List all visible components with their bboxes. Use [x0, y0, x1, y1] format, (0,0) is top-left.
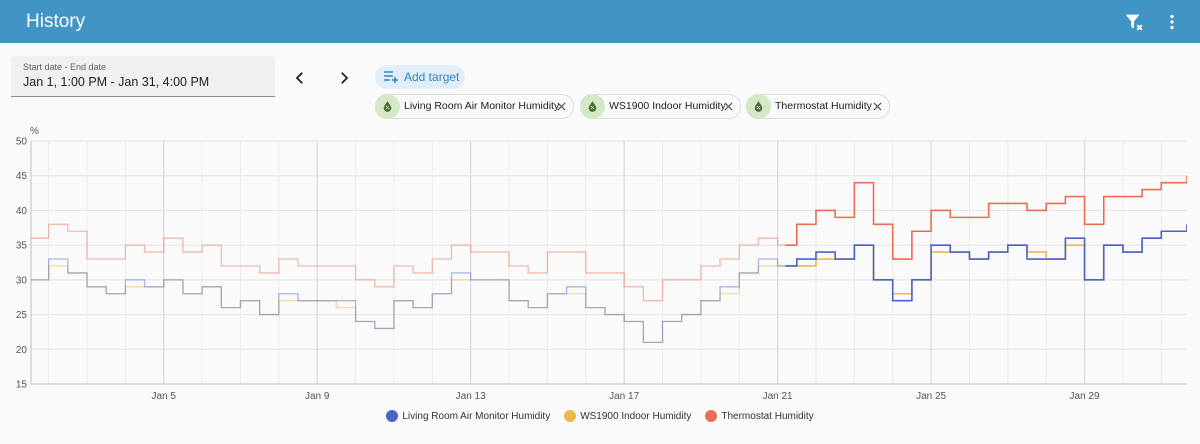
- legend-label: WS1900 Indoor Humidity: [580, 410, 692, 422]
- legend-swatch: [564, 410, 577, 422]
- series-line-living-room-air-monitor-humidity: [785, 224, 1187, 302]
- series-line-thermostat-humidity-faded: [31, 223, 786, 302]
- clear-filter-button[interactable]: [1120, 8, 1148, 36]
- y-tick-label: 15: [16, 380, 28, 391]
- next-period-button[interactable]: [330, 64, 358, 92]
- y-tick-label: 50: [16, 137, 28, 148]
- overflow-menu-button[interactable]: [1158, 8, 1186, 36]
- target-chip-label: WS1900 Indoor Humidity: [609, 100, 726, 112]
- y-tick-label: 20: [16, 345, 28, 356]
- legend-swatch: [386, 410, 399, 422]
- legend-swatch: [705, 410, 718, 422]
- series-line-ws1900-indoor-humidity-faded: [31, 265, 786, 343]
- filter-remove-icon: [1125, 14, 1143, 31]
- close-icon[interactable]: [555, 100, 567, 112]
- target-chip-thermostat[interactable]: Thermostat Humidity: [746, 94, 890, 119]
- page-title: History: [26, 11, 86, 32]
- x-tick-label: Jan 5: [152, 391, 177, 402]
- playlist-add-icon: [384, 71, 398, 83]
- y-tick-label: 35: [16, 241, 28, 252]
- series-line-thermostat-humidity: [785, 175, 1187, 260]
- target-chip-living-room[interactable]: Living Room Air Monitor Humidity: [375, 94, 574, 119]
- target-chip-ws1900[interactable]: WS1900 Indoor Humidity: [580, 94, 741, 119]
- x-tick-label: Jan 21: [763, 391, 793, 402]
- x-tick-label: Jan 9: [305, 391, 330, 402]
- date-range-value: Jan 1, 1:00 PM - Jan 31, 4:00 PM: [23, 75, 210, 89]
- humidity-history-chart[interactable]: 15 20 25 30 35 40 45 50% Jan 5 Jan 9 Jan 13 Jan 17 J…: [0, 120, 1200, 406]
- legend-item-ws1900[interactable]: WS1900 Indoor Humidity: [564, 410, 691, 422]
- previous-period-button[interactable]: [286, 64, 314, 92]
- close-icon[interactable]: [722, 100, 734, 112]
- x-tick-label: Jan 17: [609, 391, 639, 402]
- water-percent-icon: [580, 94, 605, 119]
- add-target-button[interactable]: Add target: [375, 65, 465, 89]
- target-chip-label: Living Room Air Monitor Humidity: [404, 100, 560, 112]
- legend-item-living-room[interactable]: Living Room Air Monitor Humidity: [386, 410, 550, 422]
- series-line-living-room-air-monitor-humidity-faded: [31, 258, 786, 343]
- y-tick-label: 45: [16, 171, 28, 182]
- close-icon[interactable]: [871, 100, 883, 112]
- add-target-label: Add target: [404, 70, 460, 84]
- y-tick-label: 25: [16, 310, 28, 321]
- chevron-right-icon: [341, 72, 349, 84]
- y-tick-label: 30: [16, 275, 28, 286]
- legend-item-thermostat[interactable]: Thermostat Humidity: [705, 410, 814, 422]
- x-tick-label: Jan 13: [456, 391, 486, 402]
- chart-legend: Living Room Air Monitor Humidity WS1900 …: [0, 410, 1200, 422]
- target-chip-label: Thermostat Humidity: [775, 100, 872, 112]
- more-vertical-icon: [1170, 14, 1174, 30]
- legend-label: Living Room Air Monitor Humidity: [402, 410, 551, 422]
- legend-label: Thermostat Humidity: [721, 410, 814, 422]
- water-percent-icon: [375, 94, 400, 119]
- date-range-picker[interactable]: Start date - End date Jan 1, 1:00 PM - J…: [11, 56, 275, 97]
- x-tick-label: Jan 29: [1070, 391, 1100, 402]
- app-header: History: [0, 0, 1200, 43]
- y-tick-label: 40: [16, 206, 28, 217]
- chevron-left-icon: [295, 72, 303, 84]
- date-range-label: Start date - End date: [23, 62, 107, 72]
- y-axis-label: %: [30, 126, 39, 137]
- x-tick-label: Jan 25: [916, 391, 946, 402]
- water-percent-icon: [746, 94, 771, 119]
- series-line-ws1900-indoor-humidity: [785, 224, 1187, 295]
